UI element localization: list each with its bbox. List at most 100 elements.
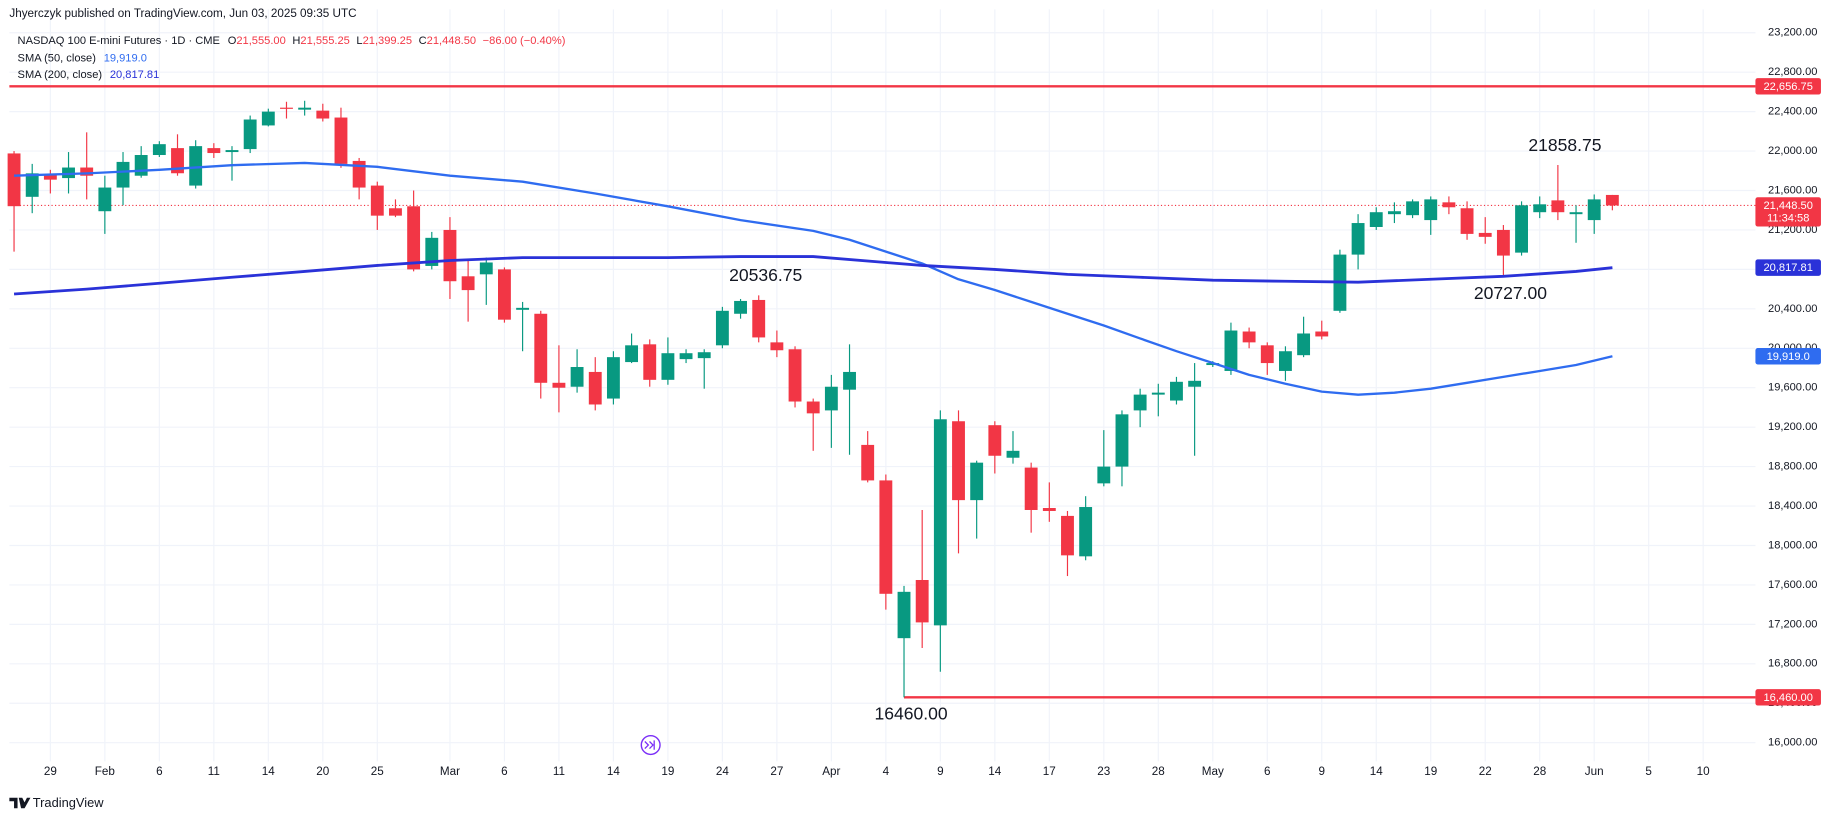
- last-price-tag: 21,448.50: [1763, 200, 1812, 212]
- x-tick-label: 19: [661, 765, 674, 778]
- y-tick-label: 21,600.00: [1768, 184, 1817, 196]
- candle-body: [1115, 414, 1129, 467]
- y-tick-label: 21,200.00: [1768, 224, 1817, 236]
- y-tick-label: 16,800.00: [1768, 658, 1817, 670]
- candle-body: [1387, 211, 1401, 215]
- candle-body: [316, 110, 330, 119]
- candle-body: [1097, 466, 1111, 484]
- x-tick-label: 6: [1264, 765, 1271, 778]
- candle-body: [1079, 507, 1093, 557]
- x-tick-label: 25: [371, 765, 384, 778]
- x-tick-label: Jun: [1585, 765, 1604, 778]
- x-tick-label: 23: [1097, 765, 1110, 778]
- candle-body: [1188, 380, 1202, 387]
- candle-body: [189, 146, 203, 186]
- legend-value: 20,817.81: [110, 69, 159, 81]
- logo-mark: [9, 797, 31, 809]
- candle-body: [152, 144, 166, 156]
- candle-body: [334, 117, 348, 164]
- candle-body: [1369, 212, 1383, 227]
- candle-body: [1605, 194, 1619, 206]
- price-annotation: 16460.00: [874, 704, 947, 724]
- candle-body: [389, 208, 402, 216]
- candle-body: [243, 119, 257, 150]
- x-tick-label: 5: [1645, 765, 1652, 778]
- x-tick-label: 10: [1697, 765, 1710, 778]
- candle-body: [570, 367, 584, 387]
- ohlc-value: 21,555.00: [236, 35, 285, 47]
- candle-body: [952, 421, 965, 501]
- sma-tag-box: [1755, 259, 1821, 276]
- ohlc-value: 21,399.25: [363, 35, 412, 47]
- level-tag: 22,656.75: [1763, 81, 1812, 93]
- candle-body: [897, 591, 911, 639]
- sma-line: [14, 161, 1613, 396]
- replay-arrow: [644, 740, 655, 750]
- x-tick-label: 19: [1424, 765, 1437, 778]
- x-tick-label: 6: [156, 765, 163, 778]
- candle-body: [498, 269, 511, 320]
- candle-body: [788, 349, 802, 402]
- ohlc-key: H: [292, 35, 300, 47]
- candle-body: [134, 155, 148, 176]
- candle-body: [479, 262, 493, 275]
- x-tick-label: 22: [1479, 765, 1492, 778]
- publisher: Jhyerczyk published on TradingView.com, …: [9, 7, 356, 20]
- candle-body: [1170, 381, 1183, 401]
- ohlc-value: 21,448.50: [427, 35, 476, 47]
- candle-body: [1351, 223, 1365, 255]
- legend-name: SMA (200, close): [18, 69, 103, 81]
- x-tick-label: 14: [607, 765, 620, 778]
- symbol: NASDAQ 100 E-mini Futures · 1D · CME: [18, 35, 220, 47]
- replay-icon[interactable]: [640, 734, 661, 756]
- candle-body: [1551, 200, 1565, 213]
- x-tick-label: 14: [1370, 765, 1383, 778]
- x-tick-label: 11: [553, 765, 565, 778]
- y-tick-label: 22,800.00: [1768, 66, 1817, 78]
- candle-body: [879, 480, 893, 594]
- candle-body: [43, 174, 57, 180]
- y-tick-label: 18,800.00: [1768, 461, 1817, 473]
- brand-name[interactable]: TradingView: [33, 795, 104, 810]
- ohlc-value: 21,555.25: [300, 35, 349, 47]
- candle-body: [1442, 202, 1456, 208]
- x-tick-label: Mar: [440, 765, 460, 778]
- legend-sma200: SMA (200, close) 20,817.81: [18, 69, 160, 81]
- candle-body: [534, 313, 548, 383]
- candle-body: [697, 352, 711, 359]
- x-tick-label: 9: [937, 765, 944, 778]
- candle-body: [1406, 201, 1420, 216]
- y-tick-label: 22,000.00: [1768, 145, 1817, 157]
- ohlc-key: C: [419, 35, 427, 47]
- candle-body: [207, 148, 221, 154]
- candle-body: [1133, 394, 1147, 411]
- candle-body: [770, 342, 784, 351]
- candle-body: [843, 371, 856, 390]
- x-tick-label: 24: [716, 765, 729, 778]
- candle-body: [443, 229, 457, 282]
- candle-body: [516, 307, 530, 310]
- x-tick-label: 29: [44, 765, 57, 778]
- candle-body: [1224, 330, 1238, 371]
- candle-body: [1242, 331, 1256, 343]
- candle-body: [1042, 508, 1056, 511]
- candle-body: [80, 167, 94, 176]
- candle-body: [352, 160, 366, 188]
- y-tick-label: 22,400.00: [1768, 106, 1817, 118]
- candle-body: [1460, 208, 1474, 234]
- x-tick-label: 27: [770, 765, 783, 778]
- candle-body: [1496, 229, 1510, 256]
- x-tick-label: 6: [501, 765, 508, 778]
- candle-body: [1260, 345, 1274, 364]
- y-tick-label: 18,000.00: [1768, 539, 1817, 551]
- brand-logo[interactable]: TradingView: [9, 795, 104, 810]
- y-tick-label: 17,600.00: [1768, 579, 1817, 591]
- x-tick-label: Feb: [95, 765, 116, 778]
- candle-body: [461, 276, 475, 291]
- x-tick-label: 28: [1533, 765, 1546, 778]
- replay-circle[interactable]: [640, 734, 661, 756]
- x-tick-label: 17: [1043, 765, 1056, 778]
- legend-sma50: SMA (50, close) 19,919.0: [18, 53, 147, 65]
- candle-body: [1424, 199, 1438, 221]
- x-tick-label: 14: [988, 765, 1001, 778]
